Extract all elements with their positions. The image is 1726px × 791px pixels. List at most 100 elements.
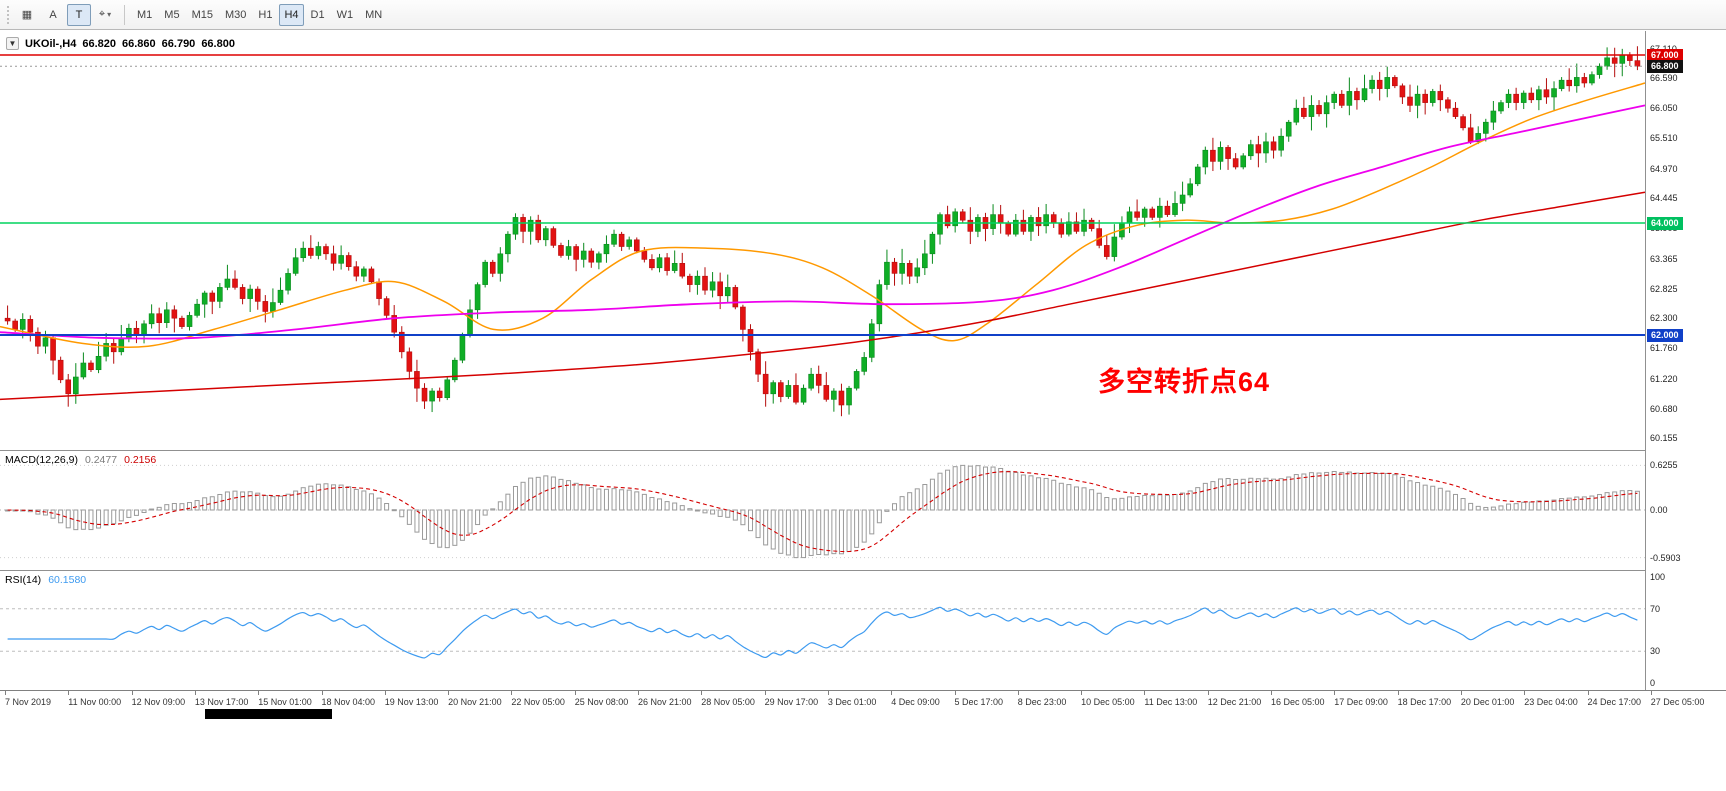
time-axis-label: 15 Nov 01:00 <box>258 697 312 707</box>
text-tool-icon[interactable]: T <box>67 3 91 26</box>
macd-histogram <box>5 464 1640 559</box>
dropdown-caret-icon[interactable]: ▾ <box>107 10 112 19</box>
time-tick <box>1460 691 1462 695</box>
timeframe-button-m30[interactable]: M30 <box>224 8 247 21</box>
taskbar-fragment <box>205 709 332 719</box>
timeframe-button-m15[interactable]: M15 <box>191 8 213 21</box>
time-tick <box>258 691 260 695</box>
annotation-a-icon[interactable]: A <box>49 8 57 21</box>
time-axis-label: 7 Nov 2019 <box>5 697 52 707</box>
price-tick-label: 66.590 <box>1650 72 1678 83</box>
timeframe-button-h1[interactable]: H1 <box>258 8 273 21</box>
macd-tick-label: 0.00 <box>1650 505 1668 515</box>
macd-pane[interactable] <box>0 451 1646 570</box>
time-tick <box>764 691 766 695</box>
time-axis-label: 28 Nov 05:00 <box>701 697 755 707</box>
macd-signal-value: 0.2156 <box>124 454 157 466</box>
timeframe-button-h4[interactable]: H4 <box>279 3 304 26</box>
time-tick <box>1081 691 1083 695</box>
ma-slow-red <box>0 191 1646 401</box>
timeframe-button-d1[interactable]: D1 <box>310 8 325 21</box>
price-scale[interactable]: 67.11066.59066.05065.51064.97064.44563.9… <box>1646 31 1726 714</box>
templates-icon[interactable]: ▦ <box>21 9 33 21</box>
rsi-indicator-chart[interactable] <box>0 571 1646 689</box>
chart-annotation-text[interactable]: 多空转折点64 <box>1098 367 1271 397</box>
price-tick-label: 64.970 <box>1650 163 1678 174</box>
macd-tick-label: -0.5903 <box>1650 552 1681 563</box>
ohlc-open: 66.820 <box>82 37 116 50</box>
time-axis-label: 11 Nov 00:00 <box>68 697 122 707</box>
rsi-tick-label: 100 <box>1650 572 1666 582</box>
price-badge-62.000[interactable]: 62.000 <box>1647 329 1683 342</box>
time-axis-label: 27 Dec 05:00 <box>1650 697 1705 707</box>
price-badge-66.800[interactable]: 66.800 <box>1647 60 1683 74</box>
timeframe-button-m5[interactable]: M5 <box>164 8 180 21</box>
time-axis-label: 16 Dec 05:00 <box>1271 697 1325 707</box>
pane-separator[interactable] <box>0 450 1726 451</box>
toolbar-separator <box>124 4 125 25</box>
price-tick-label: 62.825 <box>1650 283 1678 294</box>
time-axis-label: 13 Nov 17:00 <box>194 697 249 707</box>
time-tick <box>384 691 386 695</box>
ohlc-low: 66.790 <box>161 37 196 50</box>
time-axis-label: 12 Dec 21:00 <box>1207 697 1262 707</box>
price-tick-label: 61.760 <box>1650 343 1678 354</box>
rsi-value: 60.1580 <box>48 574 87 586</box>
price-tick-label: 67.110 <box>1650 44 1677 54</box>
time-axis-label: 20 Nov 21:00 <box>448 697 502 707</box>
toolbar-grip[interactable] <box>7 5 12 24</box>
time-axis[interactable]: 7 Nov 2019 11 Nov 00:00 12 Nov 09:00 13 Nov… <box>0 690 1726 714</box>
rsi-tick-label: 70 <box>1650 603 1661 614</box>
timeframe-button-mn[interactable]: MN <box>365 8 383 21</box>
time-axis-label: 24 Dec 17:00 <box>1587 697 1642 707</box>
time-tick <box>701 691 703 695</box>
macd-name: MACD(12,26,9) <box>5 454 78 466</box>
time-axis-label: 18 Nov 04:00 <box>321 697 376 707</box>
time-axis-label: 10 Dec 05:00 <box>1081 697 1135 707</box>
time-tick <box>131 691 133 695</box>
time-axis-label: 20 Dec 01:00 <box>1460 697 1515 707</box>
price-badge-67.000[interactable]: 67.000 <box>1647 49 1683 62</box>
price-tick-label: 60.155 <box>1650 433 1678 444</box>
main-chart-pane[interactable] <box>0 31 1646 450</box>
rsi-pane[interactable] <box>0 571 1646 689</box>
scale-separator <box>1645 31 1646 714</box>
rsi-label: RSI(14) 60.1580 <box>5 574 86 586</box>
price-tick-label: 60.680 <box>1650 403 1678 414</box>
price-tick-label: 62.300 <box>1650 313 1678 324</box>
timeframe-button-m1[interactable]: M1 <box>137 8 153 21</box>
pane-separator[interactable] <box>0 570 1726 571</box>
ma-mid-magenta <box>0 104 1646 340</box>
toolbar-tools: ▦ A T ⌖ ▾ <box>15 3 117 26</box>
time-axis-label: 3 Dec 01:00 <box>827 697 877 707</box>
time-tick <box>1334 691 1336 695</box>
candlestick-chart[interactable] <box>0 31 1646 450</box>
time-axis-label: 18 Dec 17:00 <box>1397 697 1452 707</box>
rsi-tick-label: 30 <box>1650 646 1661 657</box>
time-tick <box>321 691 323 695</box>
time-axis-label: 17 Dec 09:00 <box>1334 697 1388 707</box>
symbol-label: UKOil-,H4 <box>25 37 77 50</box>
rsi-name: RSI(14) <box>5 574 42 586</box>
time-axis-label: 11 Dec 13:00 <box>1144 697 1198 707</box>
timeframe-toolbar: M1 M5 M15 M30 H1 H4 D1 W1 MN <box>132 3 387 26</box>
macd-indicator-chart[interactable] <box>0 451 1646 570</box>
timeframe-button-w1[interactable]: W1 <box>336 8 354 21</box>
price-badge-64.000[interactable]: 64.000 <box>1647 217 1683 230</box>
time-tick <box>1397 691 1399 695</box>
rsi-line <box>7 606 1638 659</box>
macd-tick-label: 0.6255 <box>1650 460 1678 471</box>
time-tick <box>574 691 576 695</box>
time-axis-label: 8 Dec 23:00 <box>1017 697 1067 707</box>
macd-label: MACD(12,26,9) 0.2477 0.2156 <box>5 454 156 466</box>
time-tick <box>1650 691 1652 695</box>
crosshair-tool-icon[interactable]: ⌖ ▾ <box>98 8 112 20</box>
rsi-tick-label: 0 <box>1650 678 1656 688</box>
time-tick <box>511 691 513 695</box>
time-axis-label: 19 Nov 13:00 <box>384 697 439 707</box>
price-tick-label: 66.050 <box>1650 103 1678 114</box>
macd-signal-line <box>7 471 1638 553</box>
time-tick <box>1017 691 1019 695</box>
one-click-trading-toggle[interactable]: ▼ <box>6 37 19 50</box>
